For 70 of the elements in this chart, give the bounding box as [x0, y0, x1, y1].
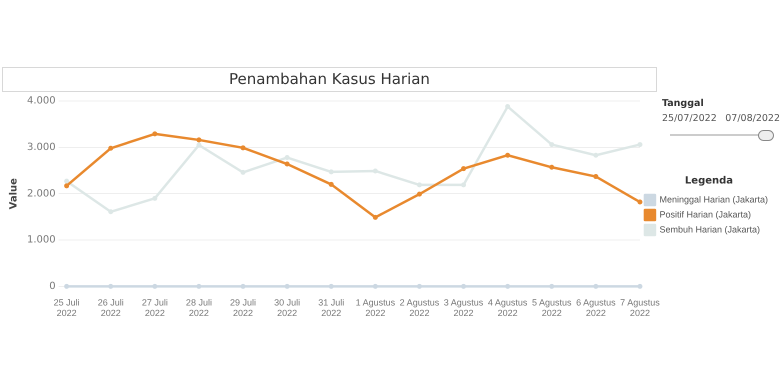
legend-label: Meninggal Harian (Jakarta) — [659, 194, 768, 204]
x-tick-label: 25 Juli 2022 — [54, 297, 80, 318]
point — [108, 284, 114, 289]
x-tick-label: 30 Juli 2022 — [274, 297, 300, 318]
point — [152, 131, 158, 136]
y-tick-label: 2.000 — [26, 188, 56, 200]
point — [328, 182, 334, 187]
text: 07/08/2022 — [725, 113, 780, 124]
y-tick-label: 4.000 — [26, 96, 56, 107]
y-axis-title: Value — [8, 178, 20, 210]
legend-label: Positif Harian (Jakarta) — [659, 209, 751, 220]
point — [505, 104, 510, 110]
point — [284, 162, 290, 167]
x-tick-label: 7 Agustus 2022 — [620, 297, 660, 318]
point — [416, 192, 422, 197]
point — [240, 284, 246, 289]
point — [505, 152, 510, 158]
y-tick-label: 3.000 — [26, 142, 56, 153]
point — [108, 209, 114, 214]
point — [637, 200, 642, 205]
point — [372, 214, 378, 220]
x-tick-label: 29 Juli 2022 — [230, 297, 256, 318]
point — [328, 169, 334, 174]
point — [637, 284, 642, 289]
point — [461, 284, 466, 289]
x-tick-label: 31 Juli 2022 — [318, 297, 344, 318]
point — [372, 284, 378, 289]
point — [416, 182, 422, 188]
chart-title: Penambahan Kasus Harian — [2, 67, 657, 92]
x-tick-label: 1 Agustus 2022 — [356, 297, 396, 318]
point — [196, 142, 202, 148]
point — [64, 183, 70, 188]
point — [196, 284, 202, 289]
point — [549, 284, 554, 289]
point — [549, 142, 554, 148]
point — [64, 284, 70, 289]
point — [152, 284, 158, 289]
point — [240, 170, 246, 175]
point — [284, 284, 290, 289]
point — [108, 146, 114, 151]
point — [593, 284, 598, 289]
point — [196, 137, 202, 142]
point — [64, 178, 70, 184]
y-tick-label: 0 — [49, 280, 56, 292]
point — [549, 164, 554, 170]
x-tick-label: 5 Agustus 2022 — [532, 297, 572, 318]
x-tick-label: 4 Agustus 2022 — [488, 297, 528, 318]
x-tick-label: 26 Juli 2022 — [98, 297, 124, 318]
y-tick-label: 1.000 — [26, 234, 56, 246]
point — [593, 174, 598, 180]
text: Tanggal — [662, 98, 705, 109]
point — [637, 142, 642, 148]
point — [593, 152, 598, 158]
point — [328, 284, 334, 289]
point — [461, 166, 466, 172]
x-tick-label: 6 Agustus 2022 — [576, 297, 616, 318]
point — [240, 145, 246, 150]
x-tick-label: 27 Juli 2022 — [142, 297, 168, 318]
text: 25/07/2022 — [662, 113, 717, 124]
point — [372, 168, 378, 174]
x-tick-label: 28 Juli 2022 — [186, 297, 212, 318]
point — [416, 284, 422, 289]
point — [505, 284, 510, 289]
point — [152, 196, 158, 201]
legend-title: Legenda — [684, 176, 734, 187]
point — [284, 155, 290, 160]
x-tick-label: 3 Agustus 2022 — [444, 297, 484, 318]
x-tick-label: 2 Agustus 2022 — [400, 297, 440, 318]
legend-label: Sembuh Harian (Jakarta) — [659, 224, 760, 234]
point — [461, 182, 466, 188]
